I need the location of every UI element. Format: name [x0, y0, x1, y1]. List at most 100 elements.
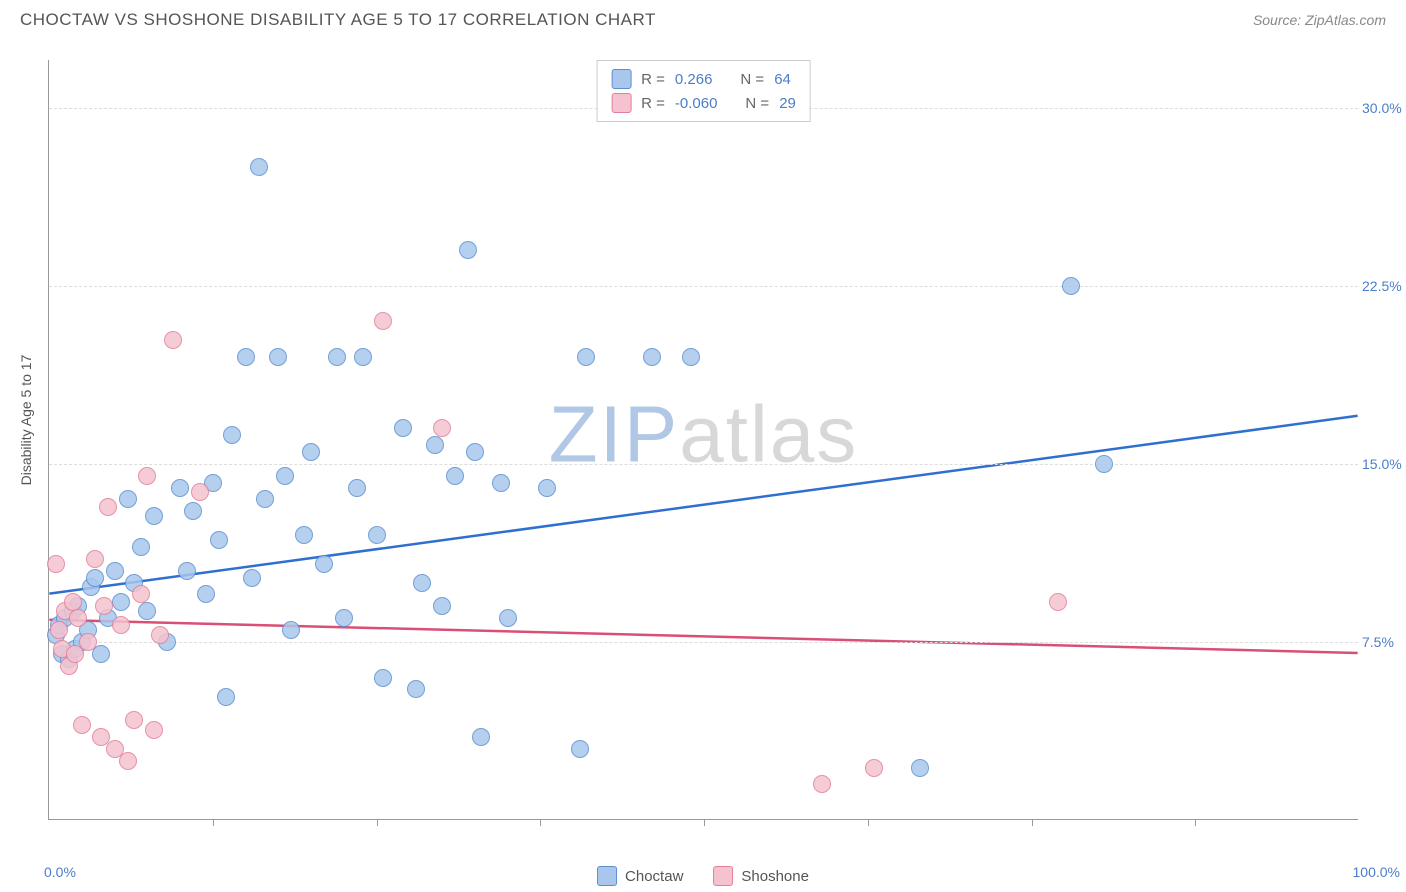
- scatter-point: [643, 348, 661, 366]
- scatter-point: [1062, 277, 1080, 295]
- shoshone-n-value: 29: [779, 95, 796, 112]
- scatter-point: [86, 550, 104, 568]
- n-label: N =: [740, 71, 764, 88]
- scatter-point: [348, 479, 366, 497]
- scatter-point: [243, 569, 261, 587]
- trend-line: [49, 620, 1357, 653]
- scatter-point: [577, 348, 595, 366]
- n-label: N =: [745, 95, 769, 112]
- r-label: R =: [641, 71, 665, 88]
- scatter-point: [1095, 455, 1113, 473]
- scatter-point: [407, 680, 425, 698]
- scatter-point: [237, 348, 255, 366]
- legend-row-choctaw: R = 0.266 N = 64: [611, 67, 796, 91]
- scatter-point: [374, 312, 392, 330]
- scatter-point: [865, 759, 883, 777]
- chart-svg-layer: [49, 60, 1358, 819]
- scatter-point: [151, 626, 169, 644]
- x-axis-min-label: 0.0%: [44, 864, 76, 880]
- scatter-point: [459, 241, 477, 259]
- chart-title: CHOCTAW VS SHOSHONE DISABILITY AGE 5 TO …: [20, 10, 656, 30]
- scatter-point: [119, 752, 137, 770]
- scatter-point: [64, 593, 82, 611]
- scatter-point: [112, 616, 130, 634]
- grid-line: [49, 464, 1358, 465]
- chart-plot-area: ZIPatlas R = 0.266 N = 64 R = -0.060 N =…: [48, 60, 1358, 820]
- scatter-point: [813, 775, 831, 793]
- legend-label-shoshone: Shoshone: [741, 868, 809, 885]
- scatter-point: [210, 531, 228, 549]
- scatter-point: [86, 569, 104, 587]
- y-tick-label: 15.0%: [1362, 456, 1406, 472]
- scatter-point: [138, 467, 156, 485]
- scatter-point: [47, 555, 65, 573]
- x-tick: [1032, 819, 1033, 826]
- scatter-point: [335, 609, 353, 627]
- scatter-point: [374, 669, 392, 687]
- legend-row-shoshone: R = -0.060 N = 29: [611, 91, 796, 115]
- scatter-point: [302, 443, 320, 461]
- choctaw-swatch-icon: [597, 866, 617, 886]
- choctaw-r-value: 0.266: [675, 71, 713, 88]
- scatter-point: [106, 562, 124, 580]
- choctaw-n-value: 64: [774, 71, 791, 88]
- scatter-point: [276, 467, 294, 485]
- watermark: ZIPatlas: [549, 388, 858, 480]
- y-tick-label: 30.0%: [1362, 100, 1406, 116]
- scatter-point: [256, 490, 274, 508]
- scatter-point: [571, 740, 589, 758]
- r-label: R =: [641, 95, 665, 112]
- x-tick: [540, 819, 541, 826]
- scatter-point: [682, 348, 700, 366]
- scatter-point: [328, 348, 346, 366]
- scatter-point: [433, 597, 451, 615]
- scatter-point: [433, 419, 451, 437]
- scatter-point: [250, 158, 268, 176]
- x-axis-max-label: 100.0%: [1353, 864, 1400, 880]
- x-tick: [1195, 819, 1196, 826]
- scatter-point: [1049, 593, 1067, 611]
- grid-line: [49, 286, 1358, 287]
- scatter-point: [223, 426, 241, 444]
- source-label: Source:: [1253, 12, 1305, 28]
- scatter-point: [295, 526, 313, 544]
- trend-line: [49, 416, 1357, 594]
- scatter-point: [178, 562, 196, 580]
- scatter-point: [368, 526, 386, 544]
- scatter-point: [911, 759, 929, 777]
- legend-item-shoshone: Shoshone: [713, 866, 809, 886]
- series-legend: Choctaw Shoshone: [597, 866, 809, 886]
- y-axis-label: Disability Age 5 to 17: [18, 355, 34, 486]
- scatter-point: [191, 483, 209, 501]
- scatter-point: [171, 479, 189, 497]
- shoshone-r-value: -0.060: [675, 95, 718, 112]
- x-tick: [213, 819, 214, 826]
- scatter-point: [145, 507, 163, 525]
- scatter-point: [269, 348, 287, 366]
- scatter-point: [446, 467, 464, 485]
- scatter-point: [217, 688, 235, 706]
- scatter-point: [145, 721, 163, 739]
- scatter-point: [73, 716, 91, 734]
- shoshone-swatch-icon: [713, 866, 733, 886]
- scatter-point: [79, 633, 97, 651]
- scatter-point: [132, 585, 150, 603]
- source-value: ZipAtlas.com: [1305, 12, 1386, 28]
- choctaw-swatch-icon: [611, 69, 631, 89]
- shoshone-swatch-icon: [611, 93, 631, 113]
- scatter-point: [69, 609, 87, 627]
- scatter-point: [394, 419, 412, 437]
- scatter-point: [112, 593, 130, 611]
- scatter-point: [138, 602, 156, 620]
- scatter-point: [99, 498, 117, 516]
- scatter-point: [197, 585, 215, 603]
- scatter-point: [125, 711, 143, 729]
- scatter-point: [466, 443, 484, 461]
- scatter-point: [413, 574, 431, 592]
- source-attribution: Source: ZipAtlas.com: [1253, 12, 1386, 28]
- scatter-point: [95, 597, 113, 615]
- scatter-point: [164, 331, 182, 349]
- x-tick: [377, 819, 378, 826]
- legend-label-choctaw: Choctaw: [625, 868, 683, 885]
- scatter-point: [426, 436, 444, 454]
